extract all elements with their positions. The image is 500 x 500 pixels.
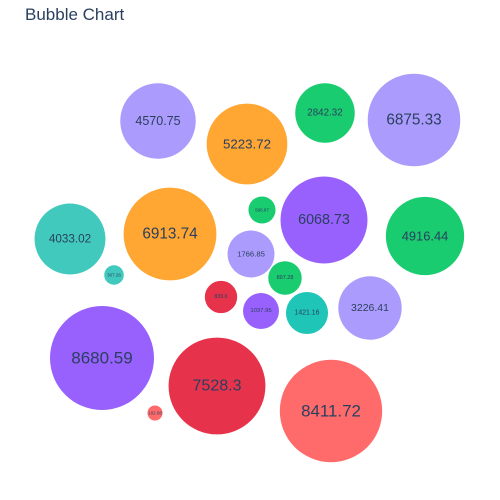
bubble-label-19: 8411.72 [301, 402, 361, 421]
bubble-8 [123, 187, 217, 281]
bubble-16 [50, 306, 154, 410]
bubble-label-4: 588.87 [255, 208, 269, 213]
bubble-label-13: 1037.95 [250, 308, 272, 314]
bubble-7 [34, 203, 106, 275]
bubble-15 [338, 276, 402, 340]
bubble-label-14: 1421.16 [295, 310, 320, 317]
bubble-label-5: 6068.73 [298, 212, 350, 228]
bubble-label-8: 6913.74 [142, 226, 198, 243]
bubble-10 [104, 265, 124, 285]
bubble-label-17: 7528.3 [193, 378, 242, 395]
bubble-5 [280, 176, 368, 264]
bubble-label-16: 8680.59 [71, 349, 132, 368]
bubble-label-7: 4033.02 [49, 233, 91, 246]
bubble-label-1: 5223.72 [223, 137, 271, 152]
bubble-9 [227, 230, 275, 278]
bubble-2 [295, 83, 355, 143]
chart-title: Bubble Chart [25, 5, 125, 24]
bubble-label-6: 4916.44 [402, 229, 449, 244]
bubble-13 [243, 293, 279, 329]
bubble-label-0: 4570.75 [135, 114, 180, 128]
bubble-label-9: 1766.85 [237, 250, 265, 259]
bubble-6 [385, 196, 465, 276]
bubble-4 [248, 196, 276, 224]
bubble-18 [147, 405, 163, 421]
bubble-11 [268, 261, 302, 295]
bubble-label-15: 3226.41 [351, 302, 389, 314]
bubble-3 [367, 73, 461, 167]
bubble-label-12: 839.6 [214, 294, 227, 300]
bubble-label-3: 6875.33 [386, 112, 441, 129]
bubble-label-18: 182.08 [148, 411, 162, 416]
bubble-19 [279, 359, 383, 463]
bubble-14 [285, 291, 329, 335]
bubble-label-11: 897.28 [277, 275, 294, 281]
bubble-label-2: 2842.32 [307, 108, 342, 119]
bubble-12 [204, 280, 238, 314]
bubble-0 [120, 83, 196, 159]
bubble-label-10: 307.26 [107, 273, 121, 278]
bubble-1 [206, 103, 288, 185]
bubble-17 [168, 337, 266, 435]
